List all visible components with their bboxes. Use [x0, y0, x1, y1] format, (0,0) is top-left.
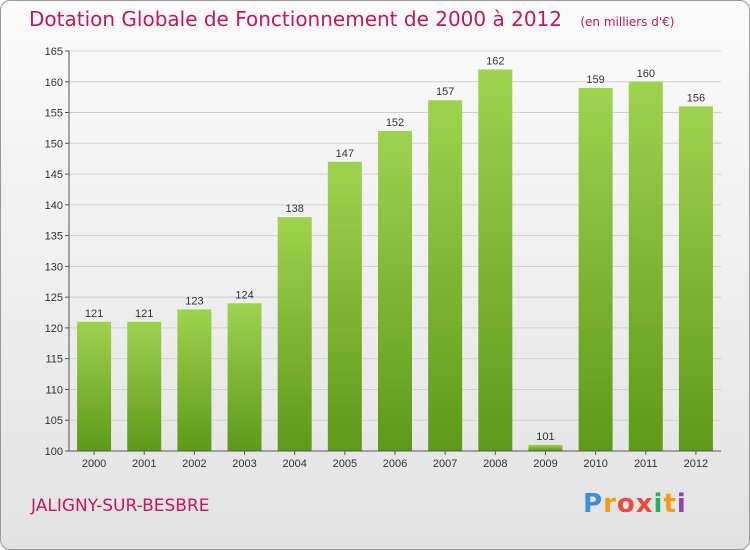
bar-2000	[77, 321, 112, 451]
y-tick-label: 135	[45, 231, 63, 243]
bar-2007	[428, 100, 463, 451]
x-tick-label: 2004	[282, 458, 306, 470]
logo-letter: i	[676, 489, 687, 519]
logo-letter: P	[583, 489, 604, 519]
x-tick-label: 2001	[132, 458, 156, 470]
bar-2009	[528, 444, 563, 451]
y-tick-label: 150	[45, 138, 63, 150]
logo-letter: i	[653, 489, 664, 519]
bar-2012	[678, 106, 713, 451]
value-label: 123	[185, 295, 203, 307]
y-tick-label: 120	[45, 323, 63, 335]
bar-2006	[378, 131, 412, 451]
value-label: 121	[85, 308, 103, 320]
x-tick-label: 2012	[684, 458, 708, 470]
y-tick-label: 145	[45, 169, 63, 181]
bars	[77, 69, 713, 452]
value-label: 162	[486, 55, 504, 67]
value-label: 157	[436, 86, 454, 98]
bar-2001	[127, 321, 162, 451]
bar-2011	[628, 81, 663, 452]
y-tick-label: 125	[45, 292, 63, 304]
x-tick-label: 2009	[533, 458, 557, 470]
bar-2008	[478, 69, 513, 451]
x-tick-label: 2008	[483, 458, 507, 470]
value-label: 156	[687, 92, 705, 104]
y-tick-label: 105	[45, 415, 63, 427]
y-tick-label: 165	[45, 46, 63, 58]
value-label: 160	[637, 68, 655, 80]
logo-letter: r	[603, 489, 617, 519]
chart-title-text: Dotation Globale de Fonctionnement de 20…	[29, 7, 562, 31]
x-tick-label: 2007	[433, 458, 457, 470]
proxiti-logo: Proxiti	[583, 489, 687, 519]
logo-letter: x	[635, 489, 654, 519]
value-label: 121	[135, 308, 153, 320]
value-label: 101	[536, 431, 554, 443]
value-label: 138	[286, 203, 304, 215]
value-label: 147	[336, 148, 354, 160]
bar-2003	[227, 303, 262, 451]
x-tick-label: 2011	[634, 458, 658, 470]
y-tick-label: 140	[45, 200, 63, 212]
y-tick-label: 110	[45, 384, 63, 396]
x-tick-label: 2000	[82, 458, 106, 470]
y-tick-label: 100	[45, 446, 63, 458]
x-tick-label: 2003	[232, 458, 256, 470]
x-axis-labels: 2000 2001 2002 2003 2004 2005 2006 2007 2008 2009…	[82, 451, 708, 470]
x-tick-label: 2010	[583, 458, 607, 470]
x-tick-label: 2006	[383, 458, 407, 470]
y-tick-label: 155	[45, 108, 63, 120]
value-label: 152	[386, 117, 404, 129]
value-label: 124	[235, 289, 253, 301]
logo-letter: t	[663, 489, 677, 519]
x-tick-label: 2005	[333, 458, 357, 470]
bar-2005	[327, 161, 362, 451]
chart-unit: (en milliers d'€)	[580, 15, 675, 29]
y-axis-labels: 100 105 110 115 120 125 130 135 140 145 150 155 160 1…	[45, 46, 69, 458]
chart-title: Dotation Globale de Fonctionnement de 20…	[29, 7, 674, 31]
x-tick-label: 2002	[182, 458, 206, 470]
y-tick-label: 160	[45, 77, 63, 89]
value-label: 159	[586, 74, 604, 86]
bar-2002	[177, 309, 212, 451]
bar-2004	[277, 217, 312, 451]
logo-letter: o	[616, 489, 636, 519]
bar-2010	[578, 87, 613, 451]
y-tick-label: 130	[45, 261, 63, 273]
y-tick-label: 115	[45, 354, 63, 366]
value-labels: 121 121 123 124 138 147 152 157 162 101 159 160 156	[85, 55, 705, 442]
commune-name: JALIGNY-SUR-BESBRE	[31, 496, 210, 516]
